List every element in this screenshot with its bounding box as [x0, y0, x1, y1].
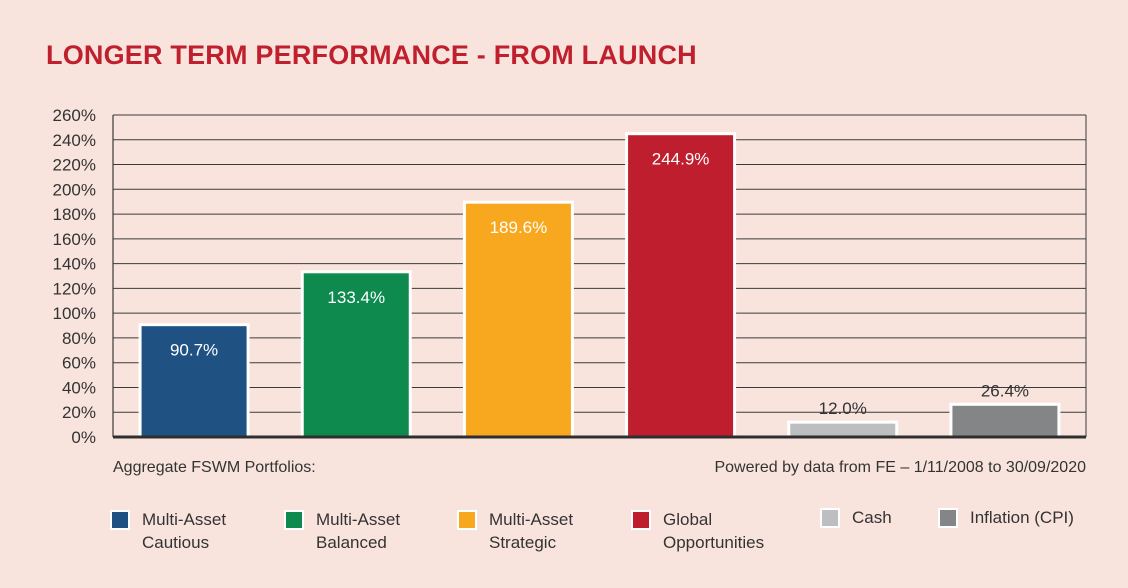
legend-label-line1: Multi-Asset	[142, 510, 227, 529]
y-tick-label: 40%	[62, 378, 96, 397]
bar-0	[138, 323, 250, 439]
y-tick-label: 120%	[53, 279, 96, 298]
legend-label-line1: Cash	[852, 508, 892, 527]
y-tick-label: 160%	[53, 230, 96, 249]
bar-2	[462, 200, 574, 439]
legend-swatch	[110, 510, 130, 530]
legend-label-line2: Cautious	[142, 533, 210, 552]
y-tick-label: 240%	[53, 131, 96, 150]
legend-item-inflation-cpi: Inflation (CPI)	[938, 506, 1074, 529]
bar-1	[300, 270, 412, 439]
legend-label-line2: Balanced	[316, 533, 387, 552]
legend-label: Multi-Asset Strategic	[489, 508, 573, 554]
legend-label-line1: Multi-Asset	[316, 510, 401, 529]
bar-3	[625, 132, 737, 439]
y-tick-label: 60%	[62, 354, 96, 373]
data-label-5: 26.4%	[981, 381, 1029, 400]
legend-label-line1: Multi-Asset	[489, 510, 574, 529]
legend-item-cash: Cash	[820, 506, 892, 529]
legend-label: Cash	[852, 506, 892, 529]
footnote-right: Powered by data from FE – 1/11/2008 to 3…	[714, 459, 1086, 476]
legend-label: Inflation (CPI)	[970, 506, 1074, 529]
legend-item-multi-asset-cautious: Multi-Asset Cautious	[110, 508, 226, 554]
legend-item-global-opportunities: Global Opportunities	[631, 508, 764, 554]
legend-label-line2: Strategic	[489, 533, 557, 552]
y-tick-label: 100%	[53, 304, 96, 323]
legend-swatch	[820, 508, 840, 528]
bar-4	[787, 420, 899, 439]
legend-swatch	[938, 508, 958, 528]
legend-label-line1: Global	[663, 510, 713, 529]
y-tick-label: 200%	[53, 180, 96, 199]
data-label-3: 244.9%	[652, 150, 710, 169]
data-label-4: 12.0%	[819, 399, 867, 418]
legend-label-line2: Opportunities	[663, 533, 765, 552]
legend-label: Global Opportunities	[663, 508, 764, 554]
bar-5	[949, 402, 1061, 439]
y-tick-label: 140%	[53, 255, 96, 274]
bar-chart: 0% 20% 40% 60% 80% 100% 120% 140% 160% 180% 200% 22…	[53, 106, 1087, 447]
data-label-1: 133.4%	[327, 288, 385, 307]
legend-label-line1: Inflation (CPI)	[970, 508, 1074, 527]
legend-swatch	[284, 510, 304, 530]
legend-item-multi-asset-strategic: Multi-Asset Strategic	[457, 508, 573, 554]
y-tick-label: 260%	[53, 106, 96, 125]
data-label-2: 189.6%	[490, 218, 548, 237]
y-tick-label: 220%	[53, 156, 96, 175]
legend-label: Multi-Asset Balanced	[316, 508, 400, 554]
legend-swatch	[631, 510, 651, 530]
y-tick-label: 0%	[71, 428, 96, 447]
chart-title: LONGER TERM PERFORMANCE - FROM LAUNCH	[46, 40, 697, 70]
legend-label: Multi-Asset Cautious	[142, 508, 226, 554]
data-label-0: 90.7%	[170, 341, 218, 360]
legend-item-multi-asset-balanced: Multi-Asset Balanced	[284, 508, 400, 554]
footnote-left: Aggregate FSWM Portfolios:	[113, 459, 316, 476]
legend-swatch	[457, 510, 477, 530]
y-tick-label: 20%	[62, 403, 96, 422]
y-tick-label: 180%	[53, 205, 96, 224]
y-tick-label: 80%	[62, 329, 96, 348]
